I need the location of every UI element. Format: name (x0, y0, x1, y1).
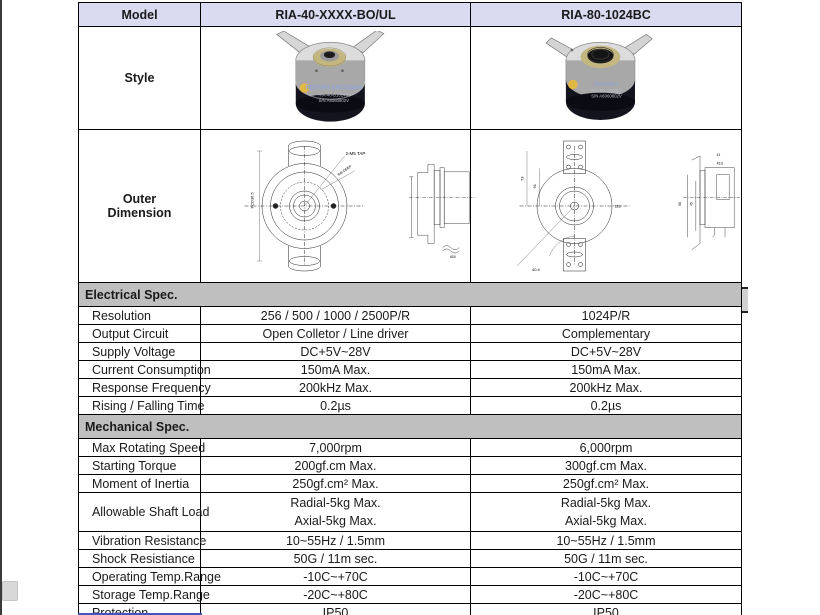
svg-text:S/N A6060802V: S/N A6060802V (591, 93, 622, 98)
svg-text:RIA-40-B1024I7: RIA-40-B1024I7 (318, 92, 349, 97)
svg-text:45: 45 (690, 202, 694, 206)
svg-text:ROTARY ENCODER: ROTARY ENCODER (306, 85, 363, 91)
svg-text:9x6 DEEP: 9x6 DEEP (337, 164, 353, 177)
svg-text:RIA-80-1024BC: RIA-80-1024BC (591, 88, 621, 93)
svg-text:S/N A6060802V: S/N A6060802V (318, 97, 349, 102)
svg-text:58: 58 (679, 202, 683, 206)
svg-text:2-M5 TAP: 2-M5 TAP (346, 151, 366, 156)
svg-text:Autonics: Autonics (594, 81, 618, 87)
svg-text:41: 41 (717, 153, 721, 157)
svg-text:73: 73 (520, 176, 525, 181)
svg-text:91: 91 (532, 183, 537, 188)
svg-text:113: 113 (615, 204, 622, 209)
svg-text:43.6: 43.6 (717, 161, 724, 165)
svg-text:40.4: 40.4 (532, 267, 541, 272)
svg-text:600: 600 (451, 255, 457, 259)
svg-text:PCD36.5: PCD36.5 (250, 191, 255, 208)
